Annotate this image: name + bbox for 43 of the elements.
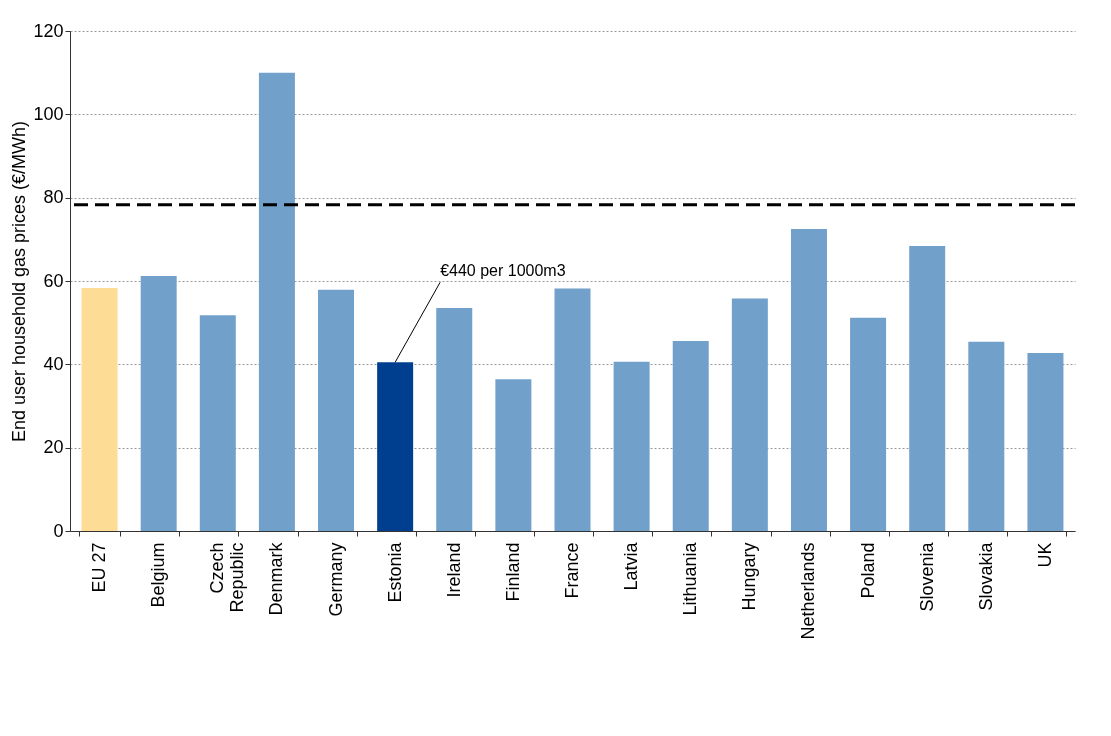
x-tick-label: Poland bbox=[857, 542, 878, 599]
annotation: €440 per 1000m3 bbox=[440, 262, 566, 280]
y-tick-label: 80 bbox=[43, 187, 64, 208]
x-tick-label: Denmark bbox=[266, 541, 287, 616]
bar bbox=[318, 289, 355, 531]
bar bbox=[731, 298, 768, 531]
y-tick-label: 120 bbox=[33, 20, 64, 41]
bar bbox=[436, 308, 473, 531]
x-tick-label: Slovenia bbox=[916, 541, 937, 612]
bar bbox=[258, 72, 295, 531]
y-tick-label: 40 bbox=[43, 353, 64, 374]
x-tick-label: UK bbox=[1034, 542, 1055, 568]
y-tick-label: 60 bbox=[43, 270, 64, 291]
x-tick-label: Estonia bbox=[384, 541, 405, 603]
x-tick-label: Germany bbox=[325, 542, 346, 617]
x-tick-label: Belgium bbox=[148, 542, 169, 608]
y-axis-title: End user household gas prices (€/MWh) bbox=[9, 120, 30, 443]
x-tick-label: Netherlands bbox=[798, 542, 819, 640]
y-tick-label: 0 bbox=[53, 520, 64, 541]
bar bbox=[140, 276, 177, 531]
bar bbox=[672, 341, 709, 531]
x-tick-label: Slovakia bbox=[975, 541, 996, 611]
y-tick-label: 100 bbox=[33, 103, 64, 124]
x-tick-label: Lithuania bbox=[680, 541, 701, 616]
x-tick-label: Ireland bbox=[443, 542, 464, 598]
bar bbox=[909, 246, 946, 531]
bar bbox=[377, 362, 414, 531]
bar bbox=[554, 288, 591, 531]
y-tick-label: 20 bbox=[43, 437, 64, 458]
x-tick-label: Finland bbox=[502, 542, 523, 602]
bar bbox=[613, 361, 650, 531]
x-tick-label: Hungary bbox=[739, 542, 760, 611]
bar bbox=[968, 341, 1005, 531]
bar bbox=[495, 379, 532, 531]
bar bbox=[1027, 353, 1064, 531]
bar bbox=[790, 228, 827, 531]
x-tick-label: Latvia bbox=[621, 541, 642, 591]
bar bbox=[199, 315, 236, 531]
x-tick-label: Czech Republic bbox=[207, 542, 248, 613]
x-tick-label: EU 27 bbox=[89, 542, 110, 593]
x-tick-label: France bbox=[562, 542, 582, 599]
bar bbox=[81, 288, 118, 531]
bar bbox=[850, 317, 887, 531]
